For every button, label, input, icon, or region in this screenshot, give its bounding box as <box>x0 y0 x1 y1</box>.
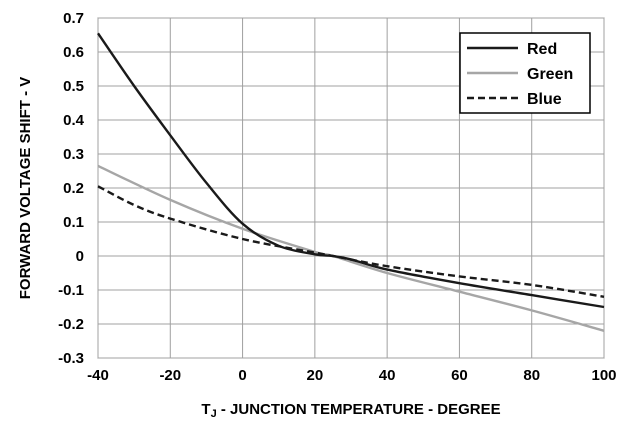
x-tick-label: 40 <box>379 367 396 384</box>
y-tick-label: 0.3 <box>63 146 84 163</box>
x-axis-title: TJ - JUNCTION TEMPERATURE - DEGREE <box>201 401 500 420</box>
y-tick-label: 0.2 <box>63 180 84 197</box>
y-tick-label: -0.2 <box>58 316 84 333</box>
x-tick-label: 60 <box>451 367 468 384</box>
grid-lines <box>97 17 605 359</box>
x-tick-label: -40 <box>87 367 109 384</box>
y-tick-label: 0 <box>76 248 84 265</box>
y-tick-label: 0.7 <box>63 10 84 27</box>
y-tick-label: 0.4 <box>63 112 85 129</box>
y-tick-label: -0.3 <box>58 350 84 367</box>
series-line-red <box>97 32 605 309</box>
x-axis-title-main: T <box>201 401 210 418</box>
y-tick-label: 0.6 <box>63 44 84 61</box>
legend: Red Green Blue <box>459 32 591 114</box>
series-group <box>97 32 605 332</box>
x-tick-label: 100 <box>591 367 616 384</box>
legend-label-blue: Blue <box>527 91 562 108</box>
x-tick-label: 20 <box>307 367 324 384</box>
y-tick-label: 0.1 <box>63 214 84 231</box>
y-axis-title: FORWARD VOLTAGE SHIFT - V <box>17 77 34 300</box>
legend-label-green: Green <box>527 66 573 83</box>
series-line-blue <box>97 185 605 298</box>
x-axis-title-rest: - JUNCTION TEMPERATURE - DEGREE <box>217 401 501 418</box>
x-tick-labels: -40 -20 0 20 40 60 80 100 <box>87 367 616 384</box>
x-axis-title-subscript: J <box>211 408 217 420</box>
y-tick-label: 0.5 <box>63 78 84 95</box>
y-tick-label: -0.1 <box>58 282 84 299</box>
y-tick-labels: 0.7 0.6 0.5 0.4 0.3 0.2 0.1 0 -0.1 -0.2 -0.3 <box>58 10 85 367</box>
x-tick-label: 80 <box>523 367 540 384</box>
x-tick-label: -20 <box>159 367 181 384</box>
legend-label-red: Red <box>527 41 557 58</box>
x-tick-label: 0 <box>238 367 246 384</box>
